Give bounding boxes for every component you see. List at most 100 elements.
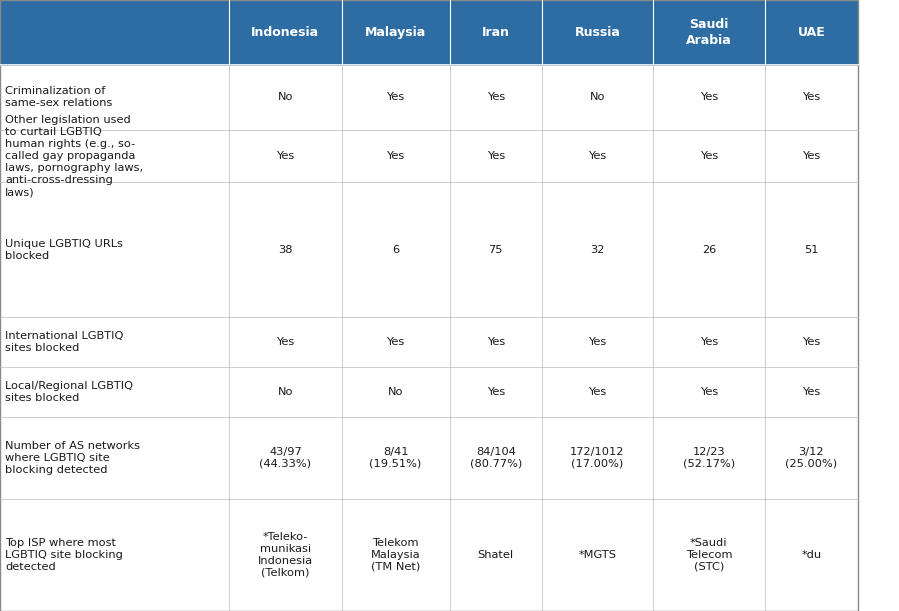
Text: Iran: Iran (482, 26, 510, 39)
Text: *Saudi
Telecom
(STC): *Saudi Telecom (STC) (686, 538, 732, 572)
Bar (542, 130, 653, 183)
Bar (542, 499, 653, 611)
Bar (653, 65, 765, 130)
Bar (765, 417, 858, 499)
Text: *MGTS: *MGTS (578, 550, 617, 560)
Text: Local/Regional LGBTIQ
sites blocked: Local/Regional LGBTIQ sites blocked (5, 381, 133, 403)
Bar (450, 65, 542, 130)
Bar (542, 367, 653, 417)
Bar (0, 499, 229, 611)
Bar (765, 0, 858, 65)
Bar (342, 417, 450, 499)
Bar (542, 417, 653, 499)
Bar (0, 0, 229, 65)
Text: Yes: Yes (486, 387, 505, 397)
Bar (765, 65, 858, 130)
Text: Yes: Yes (588, 387, 607, 397)
Bar (765, 499, 858, 611)
Text: Yes: Yes (802, 337, 821, 348)
Bar (342, 0, 450, 65)
Text: 3/12
(25.00%): 3/12 (25.00%) (786, 447, 837, 469)
Text: Yes: Yes (802, 387, 821, 397)
Bar (653, 0, 765, 65)
Text: 38: 38 (278, 245, 293, 255)
Text: Yes: Yes (486, 151, 505, 161)
Bar (653, 317, 765, 367)
Text: *du: *du (801, 550, 822, 560)
Text: Yes: Yes (276, 337, 295, 348)
Text: Indonesia: Indonesia (252, 26, 319, 39)
Text: Yes: Yes (588, 337, 607, 348)
Text: Yes: Yes (387, 337, 405, 348)
Bar (542, 0, 653, 65)
Bar (0, 417, 229, 499)
Bar (450, 367, 542, 417)
Text: UAE: UAE (797, 26, 825, 39)
Text: 8/41
(19.51%): 8/41 (19.51%) (369, 447, 422, 469)
Bar (342, 130, 450, 183)
Text: No: No (278, 92, 293, 103)
Bar (450, 0, 542, 65)
Bar (653, 183, 765, 317)
Text: Telekom
Malaysia
(TM Net): Telekom Malaysia (TM Net) (370, 538, 421, 572)
Text: Number of AS networks
where LGBTIQ site
blocking detected: Number of AS networks where LGBTIQ site … (5, 441, 140, 475)
Text: Malaysia: Malaysia (365, 26, 426, 39)
Bar (342, 183, 450, 317)
Text: 12/23
(52.17%): 12/23 (52.17%) (683, 447, 734, 469)
Bar (229, 367, 342, 417)
Bar (542, 317, 653, 367)
Text: 84/104
(80.77%): 84/104 (80.77%) (469, 447, 522, 469)
Bar (229, 0, 342, 65)
Bar (653, 367, 765, 417)
Text: Criminalization of
same-sex relations: Criminalization of same-sex relations (5, 87, 112, 109)
Bar (229, 417, 342, 499)
Text: Top ISP where most
LGBTIQ site blocking
detected: Top ISP where most LGBTIQ site blocking … (5, 538, 123, 572)
Text: Yes: Yes (802, 151, 821, 161)
Bar (542, 65, 653, 130)
Bar (229, 130, 342, 183)
Bar (653, 130, 765, 183)
Bar (342, 65, 450, 130)
Text: No: No (278, 387, 293, 397)
Text: No: No (590, 92, 605, 103)
Bar (0, 183, 229, 317)
Bar (0, 65, 229, 130)
Text: Saudi
Arabia: Saudi Arabia (686, 18, 732, 47)
Text: 26: 26 (702, 245, 716, 255)
Text: 172/1012
(17.00%): 172/1012 (17.00%) (570, 447, 625, 469)
Text: Yes: Yes (699, 337, 718, 348)
Bar (765, 317, 858, 367)
Bar (229, 183, 342, 317)
Bar (229, 65, 342, 130)
Text: Yes: Yes (486, 337, 505, 348)
Bar (450, 317, 542, 367)
Bar (450, 417, 542, 499)
Text: 43/97
(44.33%): 43/97 (44.33%) (260, 447, 311, 469)
Text: Shatel: Shatel (477, 550, 514, 560)
Bar (342, 499, 450, 611)
Bar (0, 367, 229, 417)
Bar (229, 317, 342, 367)
Text: Yes: Yes (387, 92, 405, 103)
Bar (450, 130, 542, 183)
Text: No: No (387, 387, 404, 397)
Text: International LGBTIQ
sites blocked: International LGBTIQ sites blocked (5, 331, 123, 353)
Text: Yes: Yes (486, 92, 505, 103)
Text: Yes: Yes (699, 387, 718, 397)
Bar (450, 183, 542, 317)
Text: Other legislation used
to curtail LGBTIQ
human rights (e.g., so-
called gay prop: Other legislation used to curtail LGBTIQ… (5, 115, 143, 197)
Text: Yes: Yes (588, 151, 607, 161)
Bar (342, 367, 450, 417)
Text: Yes: Yes (699, 151, 718, 161)
Bar (229, 499, 342, 611)
Text: 6: 6 (392, 245, 399, 255)
Text: Yes: Yes (802, 92, 821, 103)
Bar (765, 130, 858, 183)
Text: Yes: Yes (699, 92, 718, 103)
Bar (542, 183, 653, 317)
Text: Yes: Yes (387, 151, 405, 161)
Bar (653, 417, 765, 499)
Text: Unique LGBTIQ URLs
blocked: Unique LGBTIQ URLs blocked (5, 239, 123, 261)
Bar (765, 367, 858, 417)
Bar (0, 317, 229, 367)
